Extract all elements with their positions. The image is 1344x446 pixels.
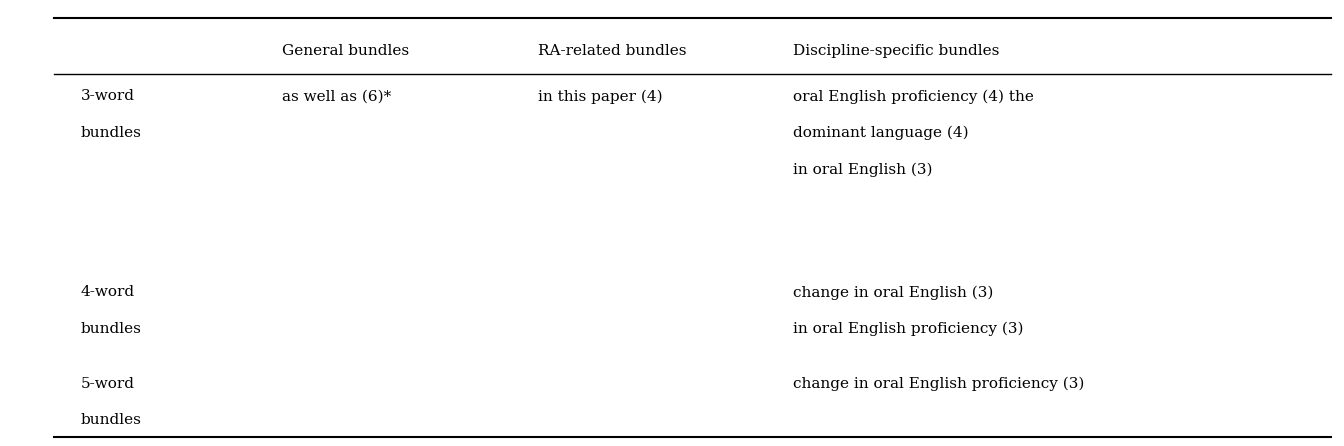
Text: 5-word: 5-word xyxy=(81,377,134,391)
Text: in this paper (4): in this paper (4) xyxy=(538,89,663,103)
Text: RA-related bundles: RA-related bundles xyxy=(538,44,685,58)
Text: 4-word: 4-word xyxy=(81,285,134,299)
Text: bundles: bundles xyxy=(81,322,141,336)
Text: in oral English proficiency (3): in oral English proficiency (3) xyxy=(793,322,1024,336)
Text: General bundles: General bundles xyxy=(282,44,410,58)
Text: change in oral English proficiency (3): change in oral English proficiency (3) xyxy=(793,377,1085,391)
Text: change in oral English (3): change in oral English (3) xyxy=(793,285,993,300)
Text: bundles: bundles xyxy=(81,413,141,427)
Text: Discipline-specific bundles: Discipline-specific bundles xyxy=(793,44,1000,58)
Text: 3-word: 3-word xyxy=(81,89,134,103)
Text: dominant language (4): dominant language (4) xyxy=(793,126,969,140)
Text: bundles: bundles xyxy=(81,126,141,140)
Text: as well as (6)*: as well as (6)* xyxy=(282,89,391,103)
Text: oral English proficiency (4) the: oral English proficiency (4) the xyxy=(793,89,1034,103)
Text: in oral English (3): in oral English (3) xyxy=(793,162,933,177)
